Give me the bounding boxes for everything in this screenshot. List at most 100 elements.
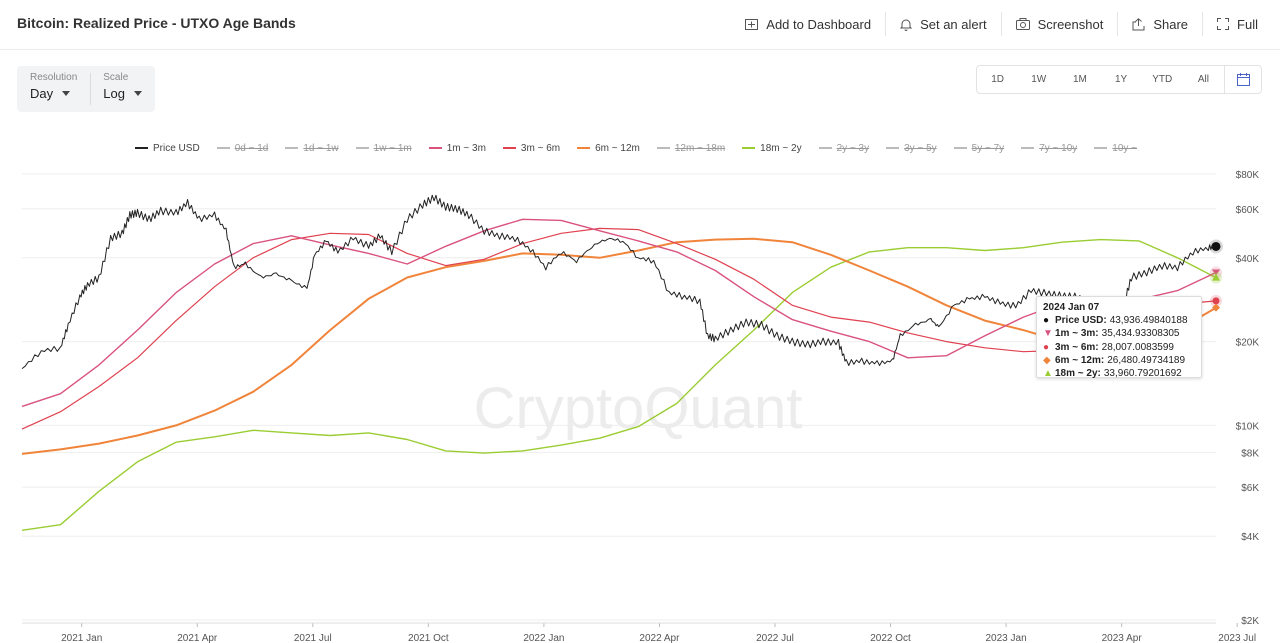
chart-legend: Price USD 0d ~ 1d 1d ~ 1w 1w ~ 1m 1m ~ 3m 3m … — [135, 140, 1154, 156]
legend-label: 1w ~ 1m — [373, 142, 412, 154]
legend-swatch — [216, 147, 230, 149]
series-line-1m-3m — [21, 218, 1217, 408]
legend-item-11[interactable]: 5y ~ 7y — [953, 143, 1004, 154]
legend-item-10[interactable]: 3y ~ 5y — [886, 143, 937, 154]
legend-item-7[interactable]: 12m ~ 18m — [656, 143, 725, 154]
y-tick-label: $10K — [1236, 421, 1260, 432]
resolution-select[interactable]: Resolution Day — [17, 66, 90, 112]
legend-swatch — [656, 147, 670, 149]
range-all-button[interactable]: All — [1197, 74, 1209, 85]
chart-series — [21, 194, 1217, 531]
x-tick-label: 2022 Apr — [639, 633, 680, 643]
header-actions: Add to Dashboard Set an alert Screenshot… — [731, 0, 1262, 48]
chevron-down-icon — [62, 91, 71, 96]
legend-item-1[interactable]: 0d ~ 1d — [216, 142, 269, 154]
legend-label: 1d ~ 1w — [303, 142, 339, 154]
full-label: Full — [1237, 16, 1258, 32]
page-title: Bitcoin: Realized Price - UTXO Age Bands — [17, 15, 296, 31]
set-alert-button[interactable]: Set an alert — [886, 12, 1002, 36]
legend-item-0[interactable]: Price USD — [135, 143, 200, 154]
tooltip-label: 3m ~ 6m: — [1055, 341, 1099, 353]
legend-item-2[interactable]: 1d ~ 1w — [285, 142, 339, 154]
x-tick-label: 2021 Apr — [177, 633, 218, 643]
legend-item-6[interactable]: 6m ~ 12m — [577, 143, 640, 154]
tooltip-label: 18m ~ 2y: — [1055, 368, 1101, 380]
calendar-icon — [1236, 73, 1250, 86]
x-tick-label: 2022 Oct — [870, 633, 911, 643]
calendar-button[interactable] — [1224, 66, 1261, 93]
range-1m-button[interactable]: 1M — [1072, 74, 1087, 85]
realized-price-chart: CryptoQuant $80K $60K $40K $20K $10K $8K $6K $4… — [21, 170, 1260, 643]
scale-value: Log — [103, 86, 125, 101]
end-marker-18m-2y — [1212, 273, 1220, 281]
top-bar: Bitcoin: Realized Price - UTXO Age Bands… — [0, 0, 1280, 50]
tooltip-row: ◆ 6m ~ 12m: 26,480.49734189 — [1043, 354, 1195, 367]
legend-label: Price USD — [153, 142, 200, 154]
tooltip-value: 35,434.93308305 — [1101, 328, 1180, 340]
legend-swatch — [742, 147, 756, 149]
scale-select[interactable]: Scale Log — [90, 66, 155, 112]
legend-item-12[interactable]: 7y ~ 10y — [1021, 143, 1077, 154]
legend-item-9[interactable]: 2y ~ 3y — [818, 142, 870, 154]
legend-item-5[interactable]: 3m ~ 6m — [502, 143, 560, 154]
y-tick-label: $20K — [1236, 338, 1260, 349]
legend-swatch — [355, 147, 369, 149]
legend-label: 6m ~ 12m — [595, 142, 640, 154]
legend-item-8[interactable]: 18m ~ 2y — [742, 142, 802, 154]
legend-swatch — [135, 147, 148, 149]
share-button[interactable]: Share — [1118, 12, 1204, 36]
range-1d-button[interactable]: 1D — [991, 74, 1004, 85]
tooltip-value: 26,480.49734189 — [1107, 354, 1186, 366]
tooltip-marker-icon: ▼ — [1043, 328, 1053, 340]
bell-icon — [900, 19, 913, 31]
range-1y-button[interactable]: 1Y — [1114, 74, 1128, 85]
series-line-price-usd — [21, 194, 1217, 369]
end-marker-1m-3m — [1212, 269, 1220, 276]
end-markers — [1209, 239, 1223, 312]
legend-swatch — [428, 147, 442, 149]
legend-item-13[interactable]: 10y ~ — [1094, 143, 1137, 154]
chart-tooltip: 2024 Jan 07 ● Price USD: 43,936.49840188 ▼ 1… — [1036, 296, 1202, 380]
resolution-value: Day — [30, 86, 54, 101]
tooltip-row: ● Price USD: 43,936.49840188 — [1043, 314, 1195, 327]
tooltip-label: Price USD: — [1055, 315, 1107, 327]
legend-label: 2y ~ 3y — [836, 142, 870, 154]
legend-label: 10y ~ — [1112, 142, 1138, 154]
x-tick-label: 2022 Jan — [523, 633, 564, 643]
legend-swatch — [1094, 147, 1108, 149]
y-tick-label: $8K — [1241, 448, 1259, 459]
y-tick-label: $2K — [1241, 616, 1259, 627]
legend-item-3[interactable]: 1w ~ 1m — [355, 142, 412, 154]
tooltip-marker-icon: ● — [1043, 315, 1050, 327]
tooltip-row: ● 3m ~ 6m: 28,007.0083599 — [1043, 341, 1195, 354]
full-screen-button[interactable]: Full — [1203, 12, 1262, 36]
legend-swatch — [1021, 147, 1035, 149]
screenshot-label: Screenshot — [1037, 16, 1104, 32]
y-axis: $80K $60K $40K $20K $10K $8K $6K $4K $2K — [1236, 170, 1260, 627]
tooltip-marker-icon: ▲ — [1043, 368, 1053, 380]
chart-grid — [22, 173, 1216, 621]
range-1w-button[interactable]: 1W — [1031, 74, 1047, 85]
dashboard-plus-icon — [745, 19, 759, 30]
tooltip-value: 28,007.0083599 — [1101, 341, 1174, 353]
camera-icon — [1015, 18, 1030, 30]
x-tick-label: 2023 Jul — [1218, 633, 1256, 643]
legend-item-4[interactable]: 1m ~ 3m — [428, 143, 486, 154]
legend-label: 0d ~ 1d — [234, 142, 269, 154]
resolution-label: Resolution — [30, 72, 78, 83]
chart-watermark: CryptoQuant — [474, 376, 803, 441]
add-to-dashboard-button[interactable]: Add to Dashboard — [731, 12, 887, 36]
series-line-18m-2y — [21, 238, 1217, 531]
x-tick-label: 2023 Apr — [1102, 633, 1143, 643]
range-ytd-button[interactable]: YTD — [1152, 74, 1173, 85]
tooltip-row: ▼ 1m ~ 3m: 35,434.93308305 — [1043, 327, 1195, 340]
share-icon — [1132, 17, 1145, 30]
legend-swatch — [886, 147, 900, 149]
chevron-down-icon — [133, 91, 142, 96]
x-axis: 2021 Jan 2021 Apr 2021 Jul 2021 Oct 2022 Jan… — [22, 622, 1256, 643]
resolution-scale-panel: Resolution Day Scale Log — [17, 66, 155, 112]
legend-label: 18m ~ 2y — [760, 142, 802, 154]
screenshot-button[interactable]: Screenshot — [1002, 12, 1119, 36]
set-alert-label: Set an alert — [920, 16, 987, 32]
tooltip-value: 33,960.79201692 — [1103, 368, 1182, 380]
